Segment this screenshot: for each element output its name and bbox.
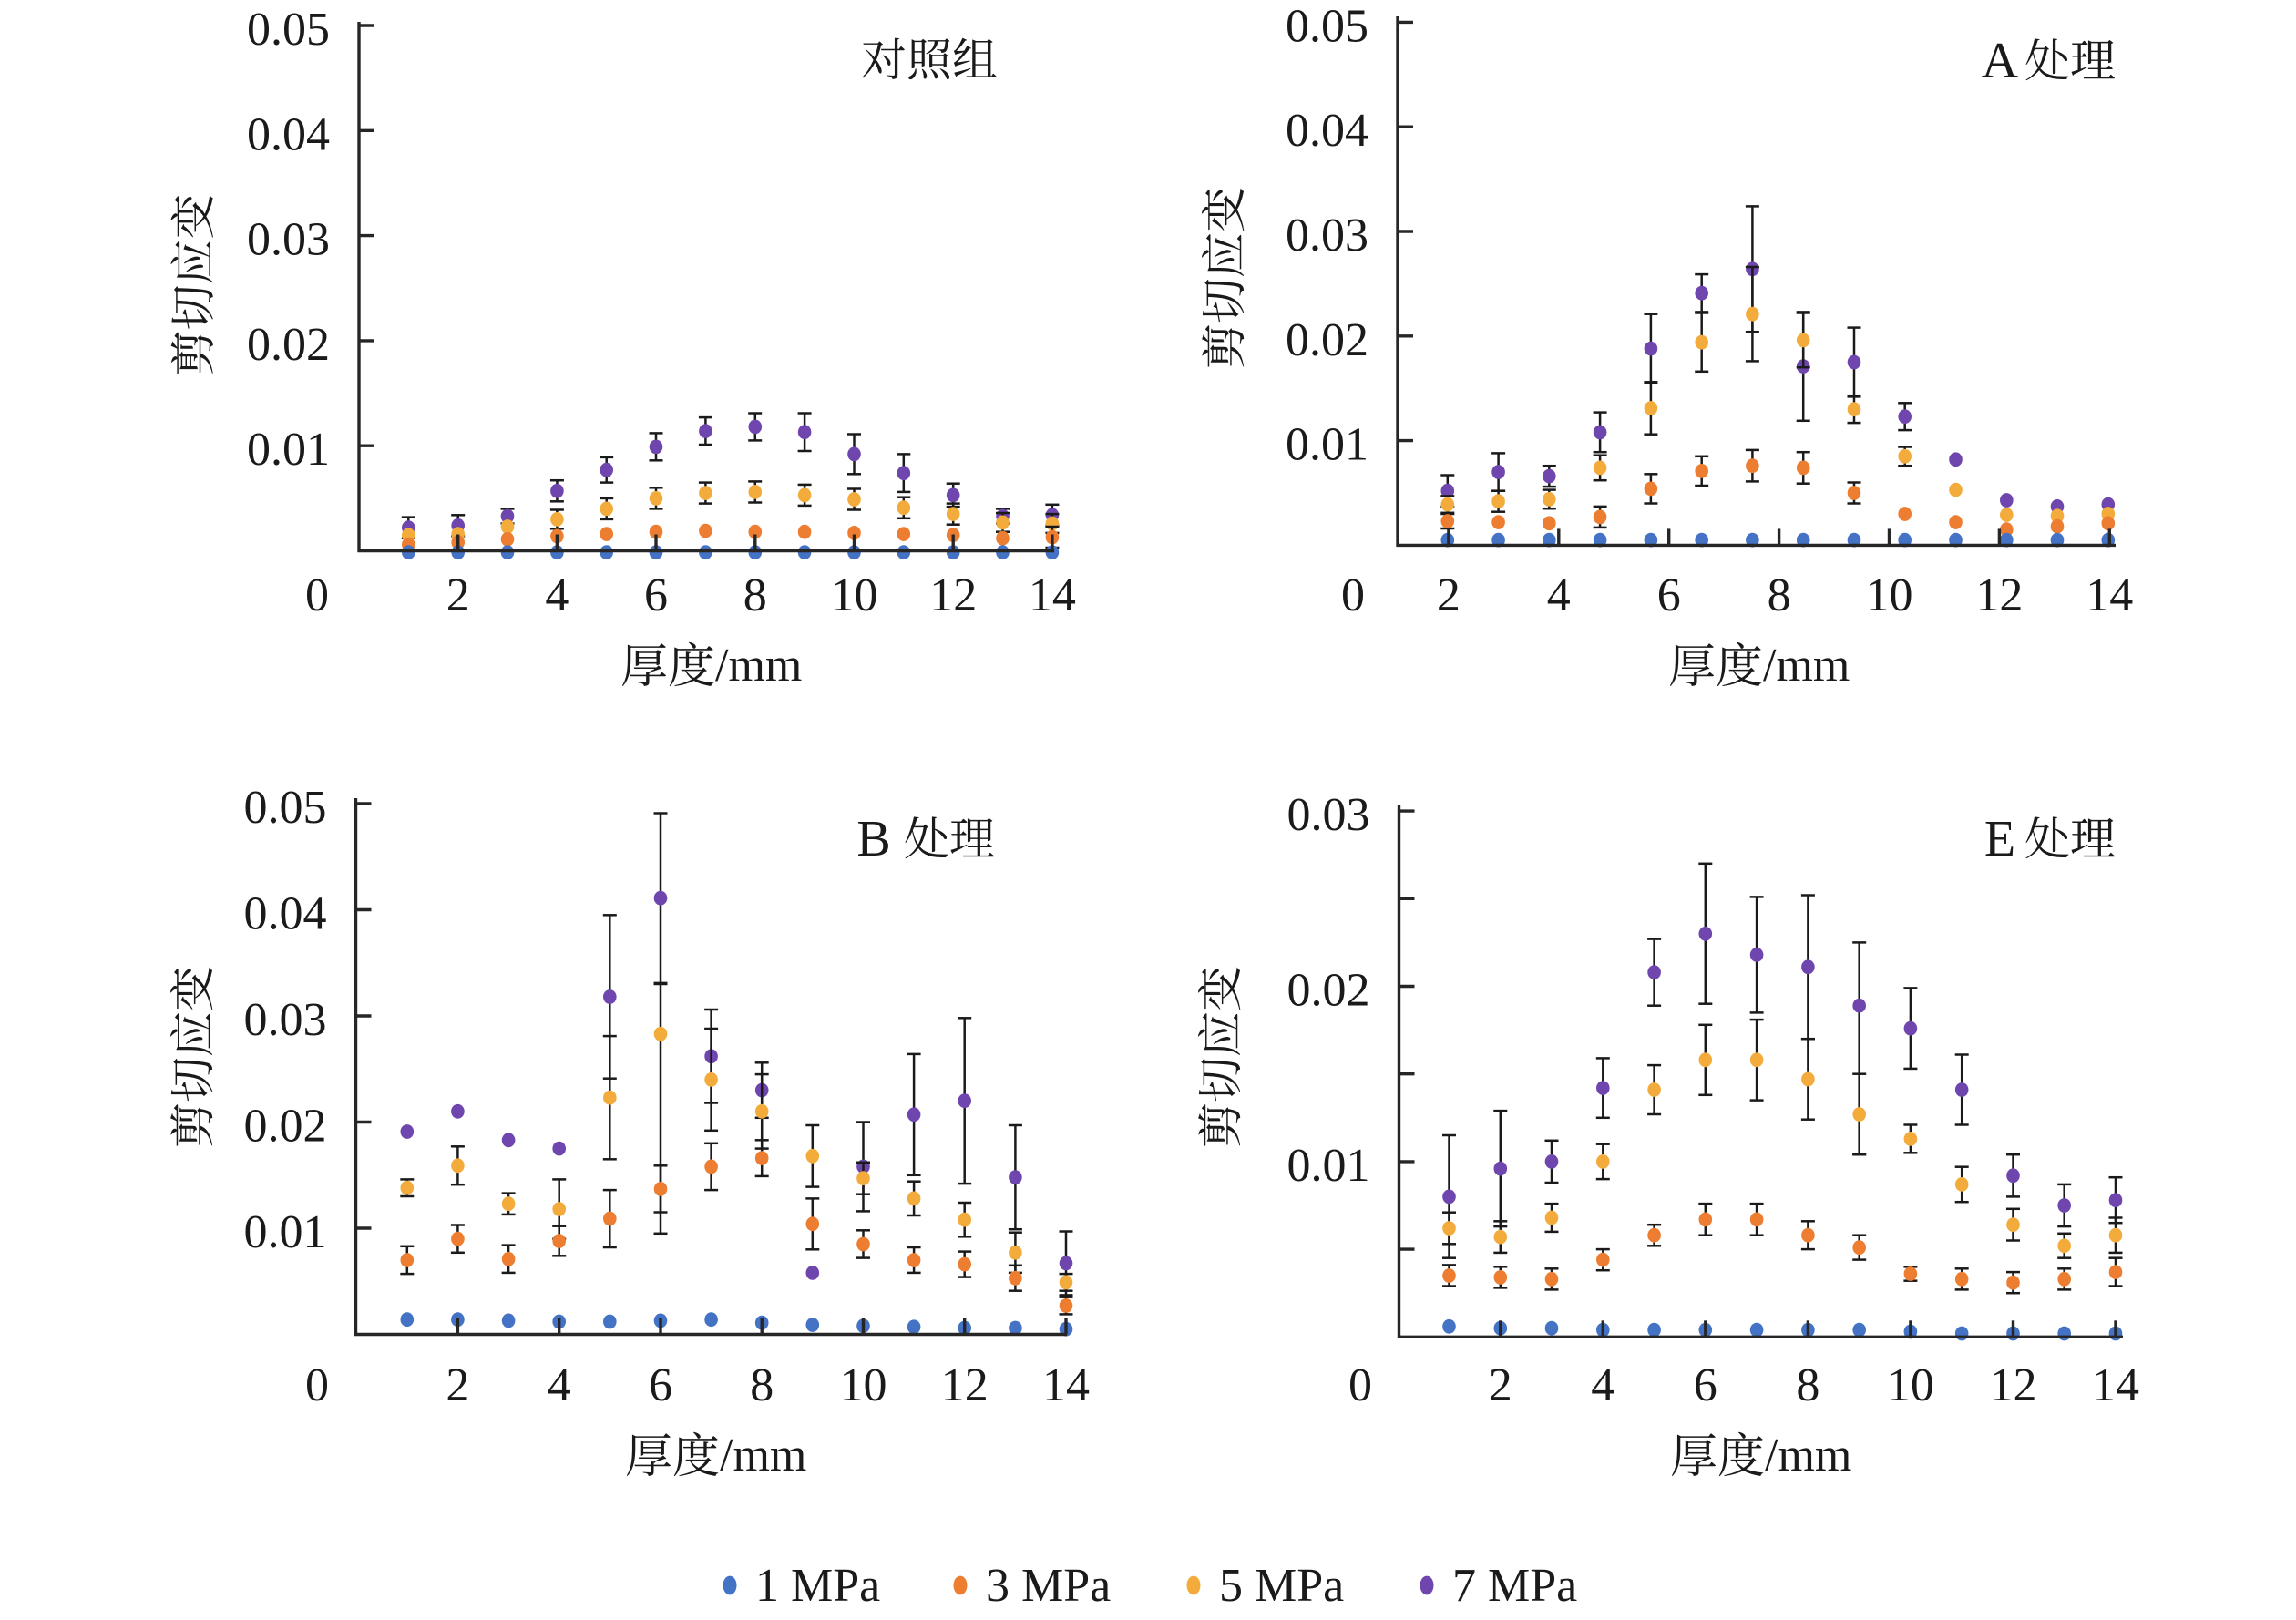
svg-text:0: 0	[1341, 569, 1365, 621]
svg-text:0.03: 0.03	[244, 994, 327, 1046]
svg-text:0: 0	[305, 569, 329, 621]
svg-text:14: 14	[2086, 569, 2133, 621]
svg-text:0.01: 0.01	[244, 1206, 327, 1258]
svg-text:4: 4	[548, 1359, 571, 1411]
svg-text:0.05: 0.05	[1286, 0, 1368, 52]
svg-text:10: 10	[1887, 1359, 1934, 1411]
svg-text:0.03: 0.03	[1286, 210, 1368, 261]
svg-text:0.04: 0.04	[247, 108, 330, 160]
svg-text:3 MPa: 3 MPa	[986, 1560, 1111, 1612]
svg-text:14: 14	[1029, 569, 1076, 621]
svg-text:12: 12	[1975, 569, 2023, 621]
svg-text:12: 12	[929, 569, 977, 621]
svg-text:14: 14	[1042, 1359, 1090, 1411]
svg-text:5 MPa: 5 MPa	[1219, 1560, 1344, 1612]
svg-text:2: 2	[446, 1359, 469, 1411]
svg-text:0: 0	[305, 1359, 329, 1411]
svg-text:7 MPa: 7 MPa	[1452, 1560, 1577, 1612]
svg-text:8: 8	[743, 569, 767, 621]
svg-text:0.02: 0.02	[1287, 965, 1370, 1017]
svg-text:12: 12	[1990, 1359, 2037, 1411]
svg-text:1 MPa: 1 MPa	[755, 1560, 880, 1612]
svg-text:4: 4	[1591, 1359, 1614, 1411]
svg-text:10: 10	[840, 1359, 887, 1411]
svg-text:6: 6	[1694, 1359, 1717, 1411]
svg-text:/mm: /mm	[720, 1430, 806, 1482]
svg-text:0.01: 0.01	[247, 424, 330, 476]
svg-text:/mm: /mm	[1763, 640, 1850, 692]
svg-text:/mm: /mm	[1765, 1430, 1851, 1482]
svg-text:0.03: 0.03	[1287, 789, 1370, 841]
svg-text:10: 10	[831, 569, 878, 621]
svg-text:2: 2	[1489, 1359, 1512, 1411]
svg-text:12: 12	[941, 1359, 989, 1411]
svg-text:0.02: 0.02	[247, 319, 330, 371]
svg-text:4: 4	[1547, 569, 1571, 621]
svg-text:0.03: 0.03	[247, 214, 330, 266]
svg-text:E: E	[1984, 811, 2015, 867]
svg-text:6: 6	[644, 569, 668, 621]
svg-text:0.02: 0.02	[244, 1101, 327, 1153]
svg-text:8: 8	[750, 1359, 774, 1411]
svg-text:0.01: 0.01	[1287, 1140, 1370, 1192]
svg-text:B: B	[856, 811, 890, 867]
svg-text:0.04: 0.04	[244, 888, 327, 940]
svg-text:10: 10	[1866, 569, 1913, 621]
svg-text:4: 4	[545, 569, 569, 621]
svg-text:0.05: 0.05	[247, 4, 330, 56]
svg-text:2: 2	[1437, 569, 1461, 621]
svg-text:/mm: /mm	[715, 640, 802, 692]
svg-text:6: 6	[649, 1359, 672, 1411]
svg-text:A: A	[1982, 33, 2019, 89]
svg-text:0.05: 0.05	[244, 782, 327, 834]
svg-text:14: 14	[2092, 1359, 2139, 1411]
svg-text:2: 2	[446, 569, 470, 621]
svg-text:8: 8	[1796, 1359, 1819, 1411]
svg-text:0: 0	[1348, 1359, 1372, 1411]
svg-text:6: 6	[1657, 569, 1681, 621]
svg-text:0.01: 0.01	[1286, 419, 1368, 471]
svg-text:0.02: 0.02	[1286, 314, 1368, 366]
svg-text:0.04: 0.04	[1286, 105, 1368, 157]
svg-text:8: 8	[1768, 569, 1791, 621]
